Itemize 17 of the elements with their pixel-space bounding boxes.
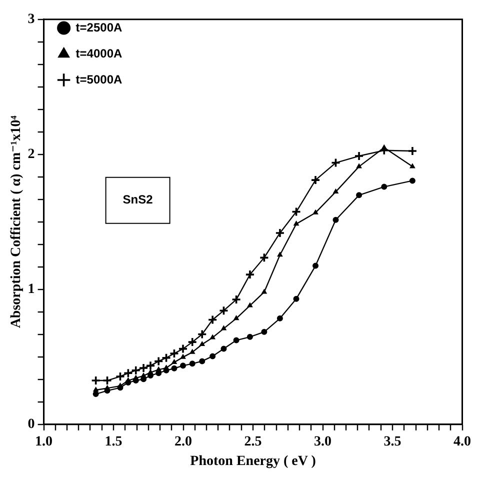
y-axis-title: Absorption Cofficient ( α) cm⁻¹x10⁴	[9, 114, 24, 328]
x-axis-title: Photon Energy ( eV )	[190, 454, 316, 470]
x-tick-label: 3.0	[314, 434, 332, 450]
legend-label: t=2500A	[76, 20, 122, 34]
y-tick-label: 1	[28, 282, 35, 298]
y-tick-label: 0	[28, 417, 35, 432]
x-tick-label: 2.0	[174, 434, 192, 450]
legend-label: t=5000A	[76, 72, 122, 86]
x-tick-label: 3.5	[384, 434, 402, 450]
legend-label: t=4000A	[76, 46, 122, 60]
annotation: SnS2	[122, 192, 154, 207]
x-tick-label: 2.5	[244, 434, 262, 450]
y-tick-label: 3	[28, 12, 35, 28]
x-tick-label: 1.0	[35, 434, 53, 450]
x-tick-label: 4.0	[454, 434, 471, 450]
y-tick-label: 2	[28, 147, 35, 162]
x-tick-label: 1.5	[104, 434, 122, 450]
